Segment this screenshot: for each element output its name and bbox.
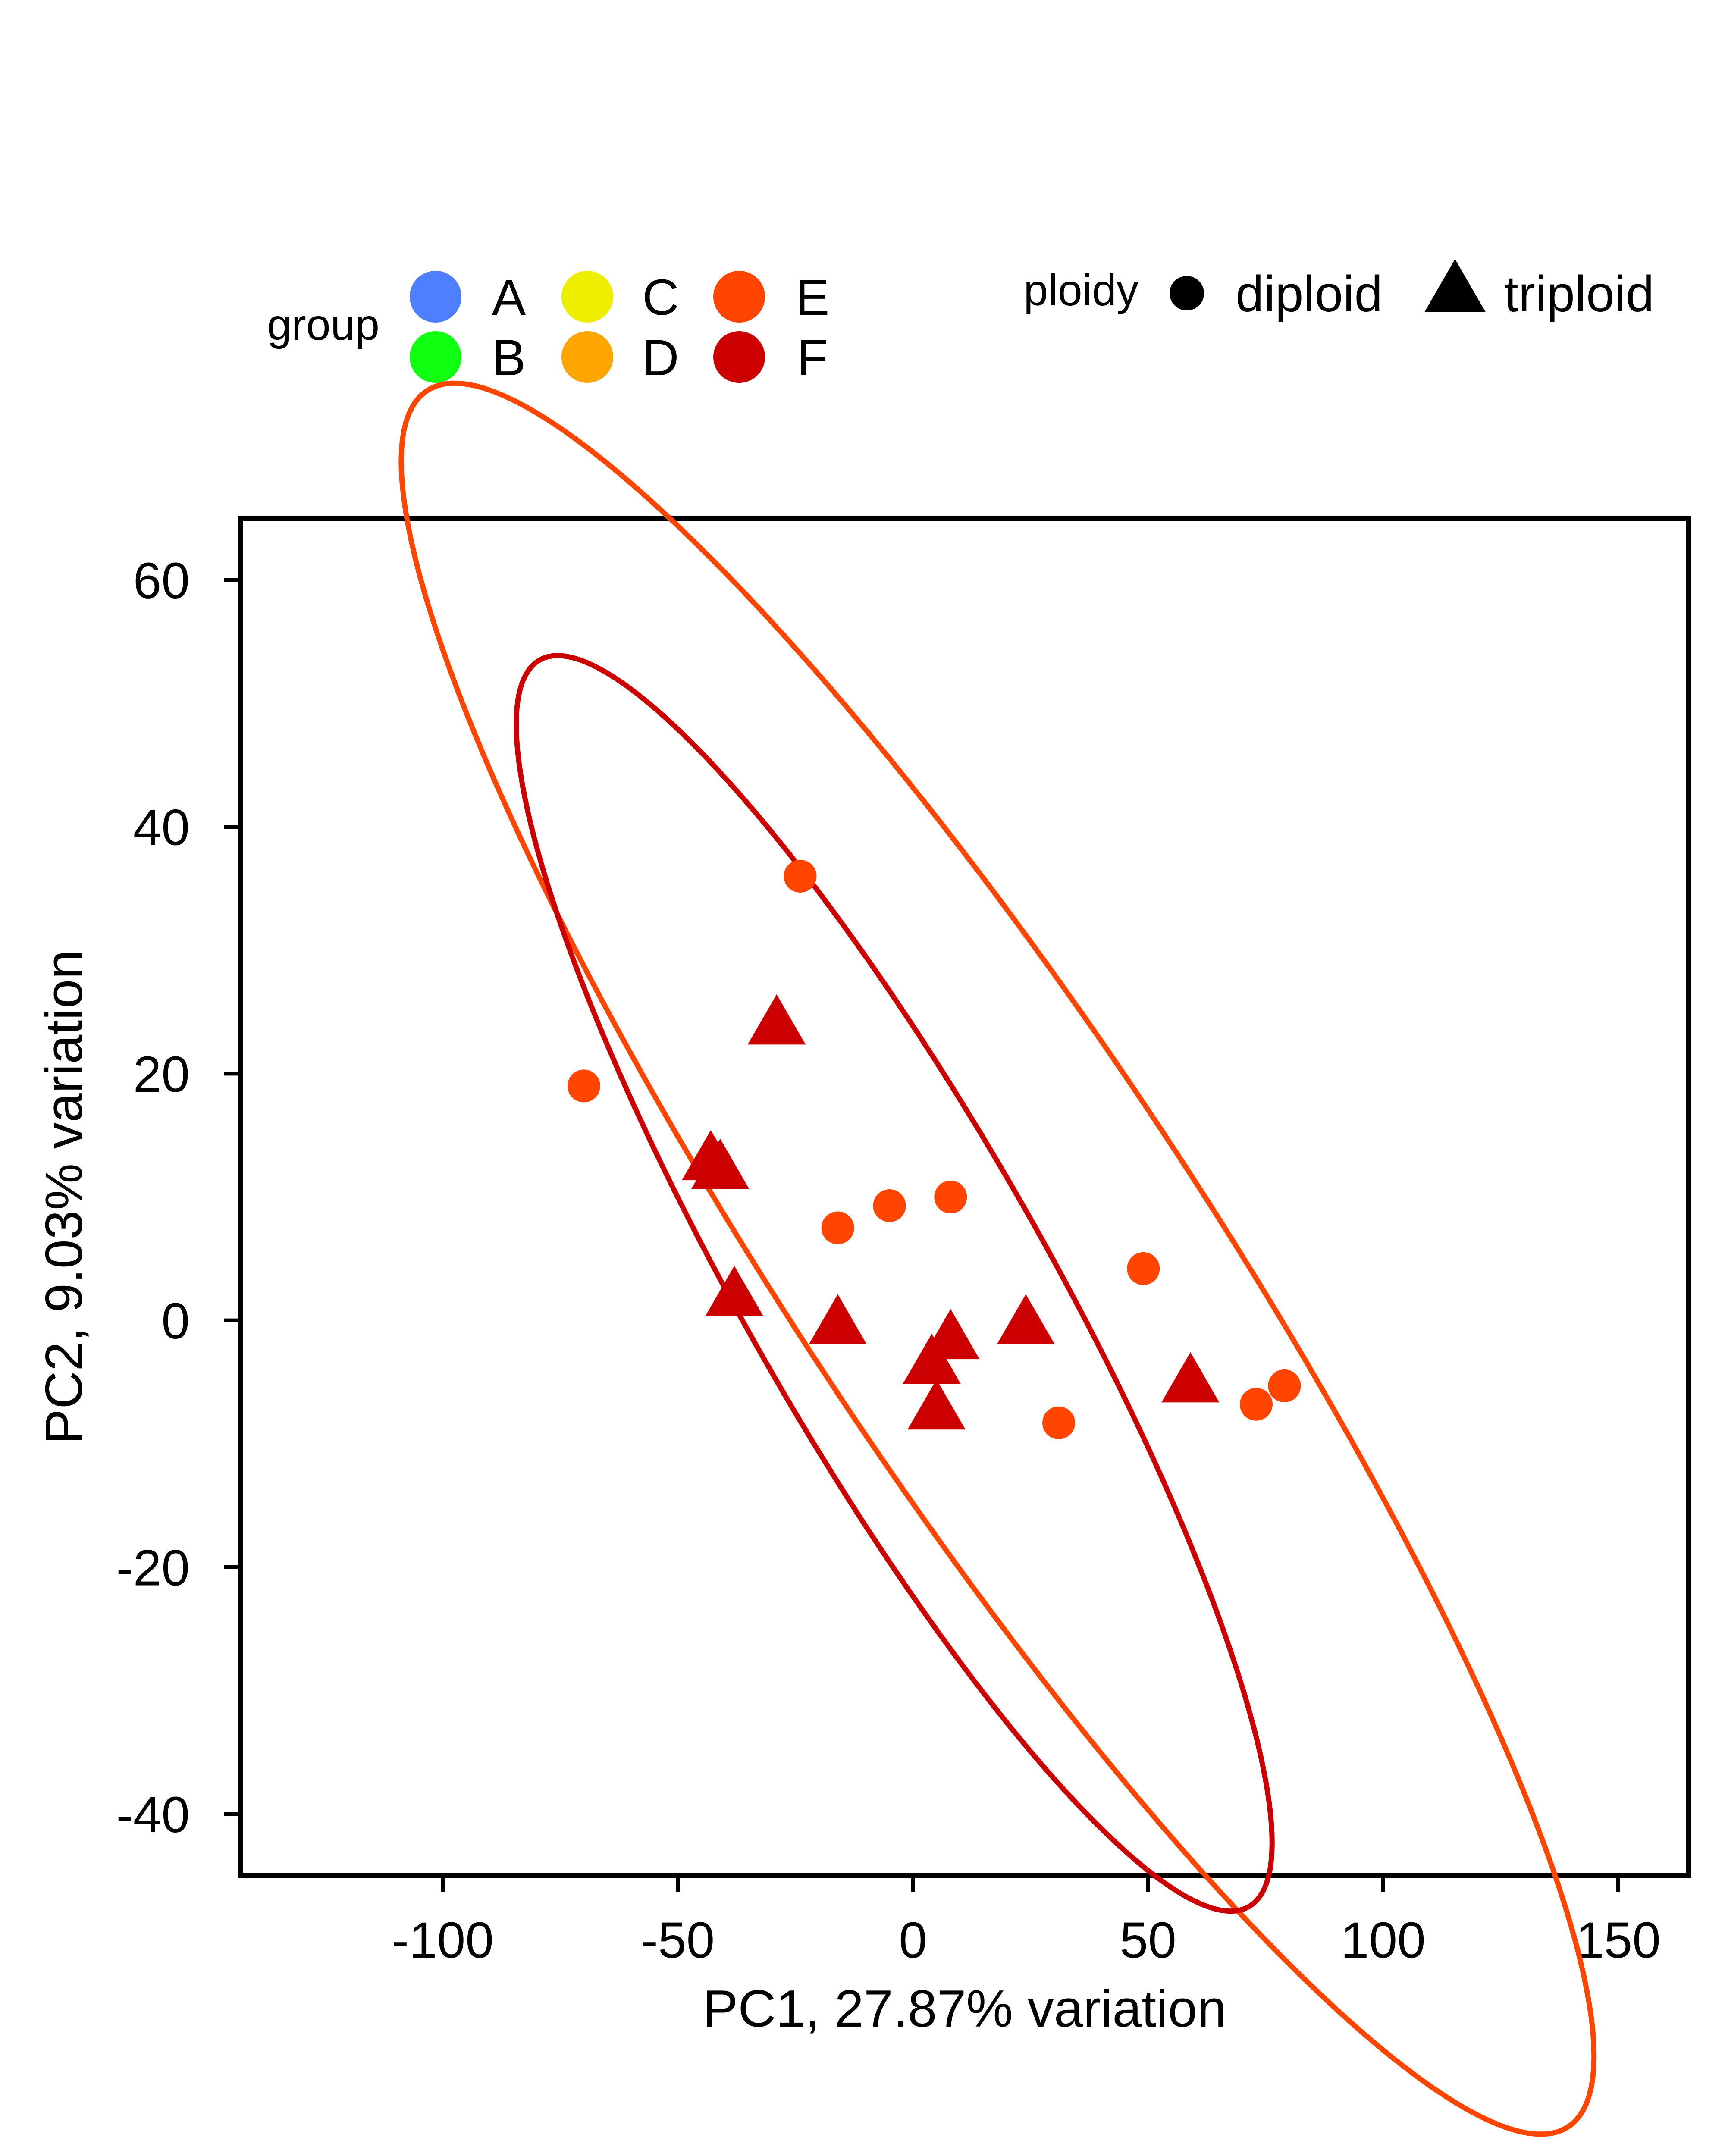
x-tick-label: 0 [899, 1912, 927, 1969]
legend-key-A [410, 271, 461, 323]
x-tick-label: 150 [1576, 1912, 1661, 1969]
legend-label-B: B [492, 329, 526, 386]
point-F-triploid [747, 994, 806, 1045]
y-tick-label: -40 [116, 1786, 190, 1843]
ellipse-E [398, 380, 1597, 2137]
x-tick-label: -50 [641, 1912, 715, 1969]
legend-key-D [561, 331, 613, 383]
y-tick-label: 20 [133, 1046, 190, 1103]
legend-ploidy-title: ploidy [1023, 266, 1138, 315]
ellipse-F [514, 653, 1275, 1914]
x-tick-label: -100 [392, 1912, 494, 1969]
y-tick-label: 60 [133, 552, 190, 609]
y-tick-label: 0 [161, 1293, 190, 1350]
legend-label-A: A [492, 269, 526, 326]
point-E-diploid [784, 859, 817, 893]
axes: -100 -50 0 50 100 150 -40 -20 0 20 40 60 [116, 552, 1660, 1969]
y-axis-label: PC2, 9.03% variation [34, 950, 93, 1444]
point-E-diploid [1239, 1388, 1273, 1421]
point-F-triploid [1161, 1352, 1220, 1403]
point-F-triploid [997, 1294, 1055, 1344]
point-E-diploid [567, 1069, 600, 1103]
legend-label-D: D [642, 329, 679, 386]
plot-frame [238, 516, 1691, 1878]
legend-label-F: F [797, 329, 828, 386]
legend-group-title: group [267, 300, 380, 349]
legend-diploid-key [1170, 276, 1204, 310]
point-F-triploid [705, 1266, 763, 1316]
legend-triploid-key [1424, 259, 1486, 312]
point-E-diploid [1042, 1406, 1076, 1439]
point-E-diploid [821, 1211, 854, 1244]
y-tick-label: -20 [116, 1540, 190, 1597]
point-F-triploid [691, 1138, 750, 1189]
legend-key-B [410, 331, 461, 383]
x-axis-label: PC1, 27.87% variation [703, 1979, 1226, 2038]
y-tick-label: 40 [133, 799, 190, 856]
legend-key-E [713, 271, 765, 323]
point-F-triploid [809, 1294, 867, 1344]
point-F-triploid [907, 1379, 966, 1430]
point-E-diploid [1268, 1369, 1301, 1402]
legend-key-F [713, 331, 765, 383]
legend-key-C [561, 271, 613, 323]
point-E-diploid [873, 1189, 906, 1222]
legend-triploid-label: triploid [1504, 266, 1654, 323]
data-points [567, 859, 1301, 1439]
point-E-diploid [1127, 1252, 1160, 1285]
x-tick-label: 50 [1120, 1912, 1176, 1969]
point-F-triploid [903, 1333, 961, 1384]
legend-label-E: E [796, 269, 830, 326]
point-E-diploid [934, 1181, 967, 1213]
confidence-ellipses [398, 380, 1597, 2137]
legend-diploid-label: diploid [1236, 266, 1383, 323]
legend-label-C: C [642, 269, 679, 326]
x-tick-label: 100 [1341, 1912, 1426, 1969]
